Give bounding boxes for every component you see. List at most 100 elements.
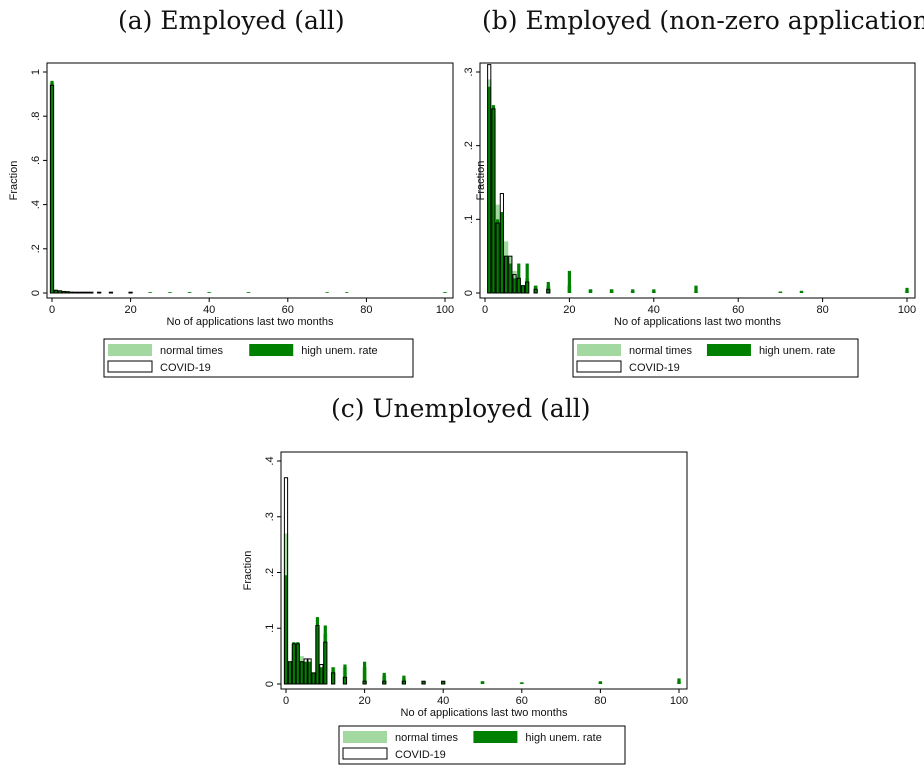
y-tick-label: .4 [264,456,276,465]
bar-covid [362,680,367,685]
bar-high [246,292,251,293]
y-tick-label: .4 [30,200,42,209]
bar-covid [295,643,300,685]
bar-high [610,289,614,293]
y-tick-label: 1 [30,69,42,75]
x-tick-label: 0 [283,695,289,707]
y-tick-label: .1 [264,624,276,633]
bar-covid [525,281,530,294]
bar-high [148,292,152,293]
bar-high [799,290,804,293]
bar-high [54,289,58,293]
legend-label-high: high unem. rate [525,732,601,744]
bar-covid [61,290,66,294]
bar-covid [73,291,78,294]
bar-covid [520,285,526,294]
bar-high [480,681,485,684]
bar-covid [504,255,509,294]
bar-high [284,575,288,684]
bar-covid [319,663,324,685]
bar-covid [85,291,90,294]
legend-swatch-normal [343,731,387,743]
legend-swatch-covid [342,747,388,760]
bar-covid [77,291,82,294]
bar-covid [331,672,336,685]
bar-high [382,672,386,684]
legend-label-covid: COVID-19 [160,362,211,374]
bar-high [500,211,504,293]
bar-high [292,642,296,684]
y-tick-label: .2 [30,244,42,253]
bar-covid [487,64,492,294]
x-tick-label: 0 [49,304,55,316]
bar-high [694,285,698,293]
bar-high [319,667,323,684]
bar-high [905,287,909,293]
bar-high [331,667,335,684]
y-axis-title: Fraction [8,161,20,201]
y-tick-label: .3 [463,67,475,76]
bar-high [441,681,445,684]
bar-covid [342,676,348,685]
bar-covid [516,277,521,294]
bar-high [50,80,54,293]
legend-label-high: high unem. rate [301,345,377,357]
bar-high [508,263,512,293]
bar-high [187,292,192,293]
x-tick-label: 40 [203,304,215,316]
bar-high [504,256,508,293]
legend-label-covid: COVID-19 [395,749,446,761]
y-tick-label: .2 [264,568,276,577]
bar-covid [533,288,538,294]
bar-high [487,86,491,293]
bar-covid [287,661,293,685]
bar-high [300,661,304,684]
x-tick-label: 20 [358,695,370,707]
bar-covid [283,477,289,685]
bar-covid [108,291,114,294]
bar-covid [512,274,517,294]
bar-high [512,278,517,293]
bar-high [631,289,635,293]
legend-swatch-normal [108,344,152,356]
bar-covid [441,680,446,685]
x-tick-label: 40 [648,304,660,316]
plot-frame [280,451,688,690]
x-tick-label: 100 [670,695,688,707]
bar-high [304,661,308,684]
bar-covid [97,291,102,294]
bar-high [58,290,62,293]
panel-a-title: (a) Employed (all) [118,6,345,35]
bar-high [588,289,593,293]
bar-high [66,291,70,293]
bar-high [345,292,349,293]
bar-covid [495,222,500,294]
bar-high [296,642,300,684]
bar-covid [49,84,55,294]
bar-high [598,681,602,684]
bar-covid [57,290,62,294]
y-tick-label: .1 [463,215,475,224]
bar-covid [81,291,86,294]
bar-covid [53,289,59,294]
x-tick-label: 20 [124,304,136,316]
legend-swatch-normal [577,344,621,356]
bar-high [567,270,571,293]
bar-covid [508,255,513,294]
x-tick-label: 60 [516,695,528,707]
bar-high [520,682,524,684]
bar-covid [421,680,426,685]
bar-covid [382,680,387,685]
y-tick-label: 0 [30,290,42,296]
legend-label-normal: normal times [629,345,692,357]
bar-covid [69,291,74,294]
y-tick-label: 0 [463,290,475,296]
y-axis-title: Fraction [475,161,487,201]
bar-high [325,292,329,293]
y-tick-label: .2 [463,141,475,150]
bar-covid [315,624,320,685]
plot-frame [46,62,454,299]
bar-high [288,661,292,684]
y-axis-title: Fraction [242,551,254,591]
